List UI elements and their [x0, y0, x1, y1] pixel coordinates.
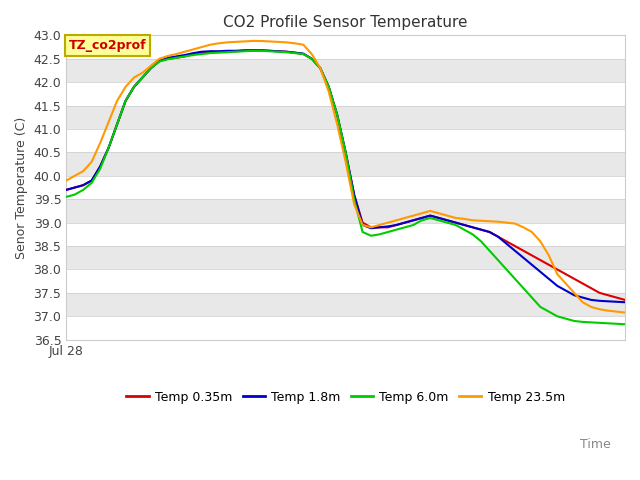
Bar	[67, 82, 625, 106]
Temp 1.8m	[300, 51, 307, 57]
Temp 6.0m	[494, 257, 502, 263]
Temp 1.8m	[63, 187, 70, 193]
Temp 0.35m	[494, 234, 502, 240]
Temp 23.5m	[325, 89, 333, 95]
Bar	[67, 269, 625, 293]
Line: Temp 6.0m: Temp 6.0m	[67, 51, 625, 324]
Bar	[67, 316, 625, 340]
Temp 23.5m	[588, 304, 595, 310]
Temp 23.5m	[130, 74, 138, 80]
Line: Temp 1.8m: Temp 1.8m	[67, 50, 625, 302]
Bar	[67, 246, 625, 269]
Temp 6.0m	[588, 320, 595, 325]
Line: Temp 0.35m: Temp 0.35m	[67, 50, 625, 300]
Temp 1.8m	[240, 48, 248, 53]
Bar	[67, 293, 625, 316]
Y-axis label: Senor Temperature (C): Senor Temperature (C)	[15, 116, 28, 259]
Temp 1.8m	[130, 84, 138, 90]
Temp 6.0m	[147, 65, 155, 71]
Temp 1.8m	[147, 65, 155, 71]
Legend: Temp 0.35m, Temp 1.8m, Temp 6.0m, Temp 23.5m: Temp 0.35m, Temp 1.8m, Temp 6.0m, Temp 2…	[122, 385, 570, 408]
Bar	[67, 199, 625, 223]
Temp 0.35m	[249, 48, 257, 53]
Temp 23.5m	[249, 38, 257, 44]
Temp 23.5m	[494, 219, 502, 225]
Temp 6.0m	[300, 51, 307, 57]
Bar	[67, 152, 625, 176]
Temp 1.8m	[325, 84, 333, 90]
Temp 23.5m	[300, 42, 307, 48]
Bar	[67, 106, 625, 129]
Bar	[67, 129, 625, 152]
Temp 23.5m	[147, 63, 155, 69]
Temp 6.0m	[621, 322, 629, 327]
Bar	[67, 223, 625, 246]
Bar	[67, 176, 625, 199]
Temp 23.5m	[621, 310, 629, 315]
Temp 6.0m	[130, 84, 138, 90]
Temp 1.8m	[494, 234, 502, 240]
Temp 0.35m	[621, 297, 629, 303]
Temp 6.0m	[249, 48, 257, 54]
Temp 23.5m	[63, 178, 70, 183]
Bar	[67, 59, 625, 82]
Temp 6.0m	[63, 194, 70, 200]
Line: Temp 23.5m: Temp 23.5m	[67, 41, 625, 312]
Temp 0.35m	[300, 51, 307, 57]
Title: CO2 Profile Sensor Temperature: CO2 Profile Sensor Temperature	[223, 15, 468, 30]
Temp 6.0m	[325, 84, 333, 90]
Bar	[67, 36, 625, 59]
Temp 0.35m	[325, 84, 333, 90]
Temp 0.35m	[588, 285, 595, 291]
Temp 0.35m	[130, 84, 138, 90]
Temp 1.8m	[621, 300, 629, 305]
Text: Time: Time	[580, 437, 611, 451]
Temp 1.8m	[588, 297, 595, 303]
Temp 0.35m	[147, 65, 155, 71]
Text: TZ_co2prof: TZ_co2prof	[69, 39, 147, 52]
Temp 0.35m	[63, 187, 70, 193]
